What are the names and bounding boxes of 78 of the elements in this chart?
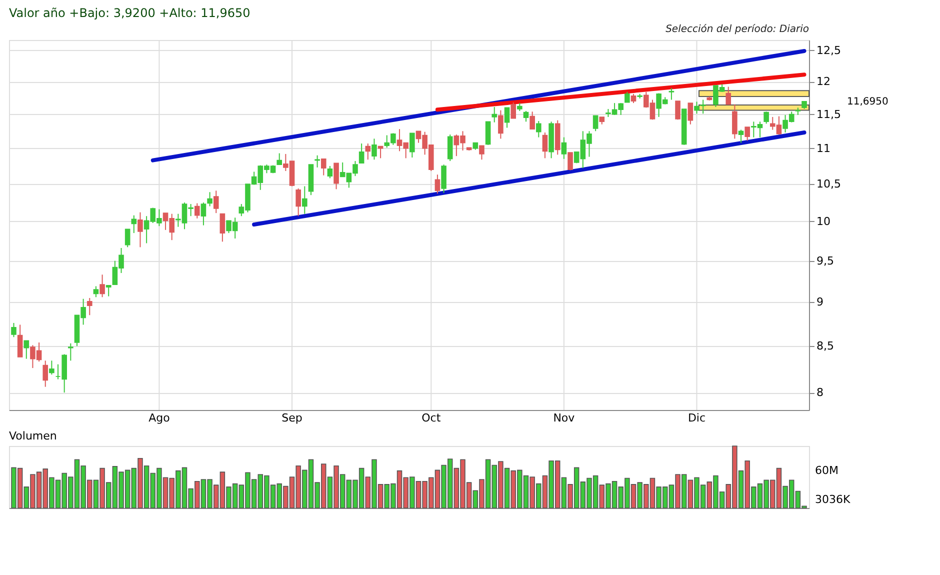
candlestick	[738, 129, 744, 144]
y-tick-label: 8,5	[816, 340, 834, 353]
candlestick	[523, 110, 529, 122]
candlestick	[49, 360, 54, 376]
candlestick	[510, 102, 516, 119]
y-tick-label: 11,5	[816, 108, 841, 121]
candlestick	[542, 132, 548, 159]
y-tick-label: 9,5	[816, 254, 834, 268]
candlestick	[24, 340, 30, 360]
candlestick	[675, 100, 680, 120]
candlestick	[561, 136, 567, 160]
candlestick	[498, 110, 504, 140]
candlestick	[732, 104, 738, 140]
candlestick	[485, 121, 491, 146]
candlestick	[700, 99, 706, 114]
candlestick	[694, 101, 700, 114]
candlestick	[320, 158, 326, 176]
x-tick-label: Nov	[553, 412, 576, 424]
candlestick	[207, 192, 212, 207]
candlestick	[213, 190, 219, 214]
candlestick	[68, 342, 74, 362]
candlestick	[93, 286, 99, 298]
candlestick	[434, 174, 440, 194]
candlestick	[365, 143, 371, 160]
candlestick	[11, 322, 16, 338]
y-tick-label: 12	[816, 75, 830, 88]
candlestick	[688, 102, 694, 125]
candlestick	[42, 360, 48, 388]
text: Selección del período: Diario	[666, 24, 809, 35]
candlestick	[327, 166, 333, 179]
x-tick-label: Ago	[148, 412, 170, 424]
y-tick-label: 8	[816, 386, 824, 400]
candlestick	[372, 138, 377, 160]
candlestick	[744, 126, 750, 142]
candlestick	[726, 86, 732, 105]
y-tick-label: 10	[816, 214, 830, 228]
x-tick-label: Dic	[688, 412, 706, 424]
candlestick	[441, 164, 446, 194]
candlestick	[530, 111, 535, 130]
candlestick	[86, 297, 92, 316]
y-tick-label: 12,5	[816, 44, 841, 57]
candlestick	[668, 88, 674, 100]
candlestick	[296, 188, 301, 217]
candlestick	[106, 284, 112, 297]
candlestick	[194, 202, 200, 219]
x-tick-label: Sep	[282, 412, 302, 424]
text: 11,6950	[847, 96, 888, 108]
candlestick	[138, 212, 143, 248]
candlestick	[100, 274, 105, 298]
candlestick	[479, 145, 484, 160]
candlestick	[492, 106, 498, 123]
candlestick	[378, 146, 384, 159]
candlestick	[302, 186, 308, 214]
y-tick-label: 9	[816, 296, 824, 309]
candlestick	[447, 134, 453, 162]
chart-title: Volumen	[9, 430, 57, 443]
candlestick	[220, 213, 226, 242]
candlestick	[358, 143, 364, 164]
text: 60M	[815, 464, 838, 477]
y-tick-label: 11	[816, 142, 830, 155]
chart-title: Valor año +Bajo: 3,9200 +Alto: 11,9650	[9, 6, 250, 20]
candlestick	[314, 154, 320, 168]
y-tick-label: 10,5	[816, 178, 841, 191]
candlestick	[410, 132, 415, 158]
candlestick	[124, 228, 130, 248]
text: 3036K	[815, 493, 851, 506]
x-tick-label: Oct	[422, 412, 442, 424]
candlestick	[764, 111, 769, 124]
candlestick	[568, 152, 573, 171]
candlestick	[592, 115, 598, 132]
candlestick	[276, 152, 282, 166]
candlestick	[334, 162, 339, 190]
candlestick	[504, 107, 510, 128]
candlestick	[624, 91, 630, 103]
candlestick	[536, 120, 542, 138]
candlestick	[200, 202, 206, 226]
candlestick	[17, 324, 23, 358]
candlestick	[630, 93, 636, 104]
